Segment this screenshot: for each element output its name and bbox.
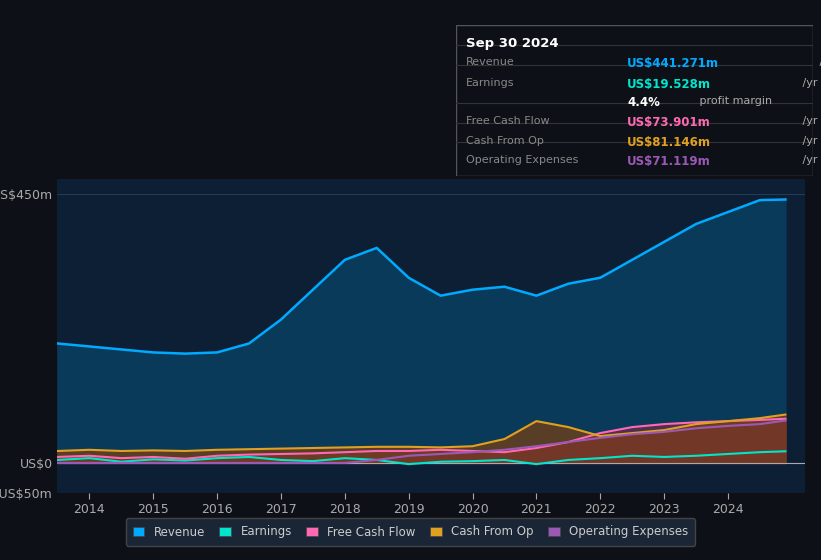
Text: profit margin: profit margin	[695, 96, 772, 106]
Text: /yr: /yr	[799, 136, 817, 146]
Text: Sep 30 2024: Sep 30 2024	[466, 38, 559, 50]
Text: Earnings: Earnings	[466, 78, 515, 88]
Text: US$71.119m: US$71.119m	[627, 155, 711, 168]
Text: US$73.901m: US$73.901m	[627, 116, 711, 129]
Text: Revenue: Revenue	[466, 57, 515, 67]
Text: /yr: /yr	[799, 155, 817, 165]
Text: /yr: /yr	[815, 57, 821, 67]
Text: US$19.528m: US$19.528m	[627, 78, 711, 91]
Text: 4.4%: 4.4%	[627, 96, 660, 109]
Text: Operating Expenses: Operating Expenses	[466, 155, 579, 165]
Text: Cash From Op: Cash From Op	[466, 136, 544, 146]
Text: US$441.271m: US$441.271m	[627, 57, 719, 70]
Legend: Revenue, Earnings, Free Cash Flow, Cash From Op, Operating Expenses: Revenue, Earnings, Free Cash Flow, Cash …	[126, 519, 695, 545]
FancyBboxPatch shape	[456, 25, 813, 176]
Text: /yr: /yr	[799, 116, 817, 126]
Text: US$81.146m: US$81.146m	[627, 136, 711, 148]
Text: Free Cash Flow: Free Cash Flow	[466, 116, 550, 126]
Text: /yr: /yr	[799, 78, 817, 88]
